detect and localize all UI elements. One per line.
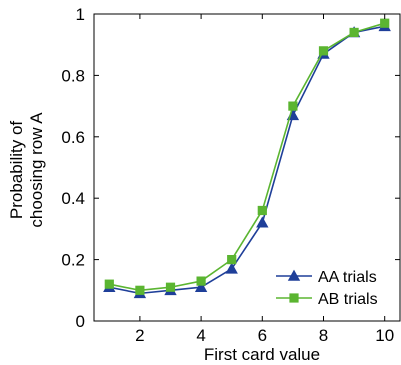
- series-line: [109, 25, 385, 295]
- y-tick-label: 1: [76, 5, 85, 24]
- series-aa-trials: [103, 19, 391, 299]
- x-tick-label: 8: [319, 326, 328, 345]
- data-point: [225, 262, 238, 274]
- y-tick-label: 0.8: [61, 66, 85, 85]
- y-axis-label: Probability of choosing row A: [7, 112, 46, 228]
- x-tick-label: 10: [375, 326, 394, 345]
- x-tick-label: 6: [258, 326, 267, 345]
- y-tick-label: 0.2: [61, 251, 85, 270]
- y-axis-label-line-1: Probability of: [7, 121, 26, 220]
- y-tick-label: 0: [76, 312, 85, 331]
- data-point: [194, 280, 208, 293]
- legend-entry: AB trials: [276, 291, 378, 308]
- series-ab-trials: [104, 18, 390, 295]
- legend-entry: AA trials: [276, 269, 377, 286]
- x-tick-label: 2: [135, 326, 144, 345]
- data-point: [104, 279, 114, 289]
- legend-label: AB trials: [318, 291, 378, 308]
- axes-frame: [93, 13, 401, 322]
- plot-area: [103, 18, 391, 299]
- legend: AA trials AB trials: [276, 269, 378, 308]
- y-axis-label-line-2: choosing row A: [27, 112, 46, 228]
- data-point: [256, 216, 269, 228]
- data-point: [318, 46, 329, 56]
- legend-marker: [287, 269, 301, 281]
- y-tick-label: 0.4: [61, 189, 85, 208]
- data-point: [257, 205, 267, 216]
- data-point: [380, 18, 390, 28]
- legend-label: AA trials: [318, 269, 377, 286]
- data-point: [165, 282, 176, 292]
- series-line: [109, 22, 385, 292]
- data-point: [349, 27, 359, 38]
- legend-marker: [289, 293, 299, 303]
- data-point: [135, 285, 145, 295]
- y-tick-label: 0.6: [61, 128, 85, 147]
- x-axis-label: First card value: [204, 345, 320, 364]
- data-point: [227, 254, 237, 265]
- axes: 2 4 6 8 10 0 0.2 0.4 0.6 0.8 1: [61, 5, 401, 345]
- x-tick-label: 4: [196, 326, 205, 345]
- data-point: [288, 101, 298, 111]
- data-point: [196, 276, 206, 286]
